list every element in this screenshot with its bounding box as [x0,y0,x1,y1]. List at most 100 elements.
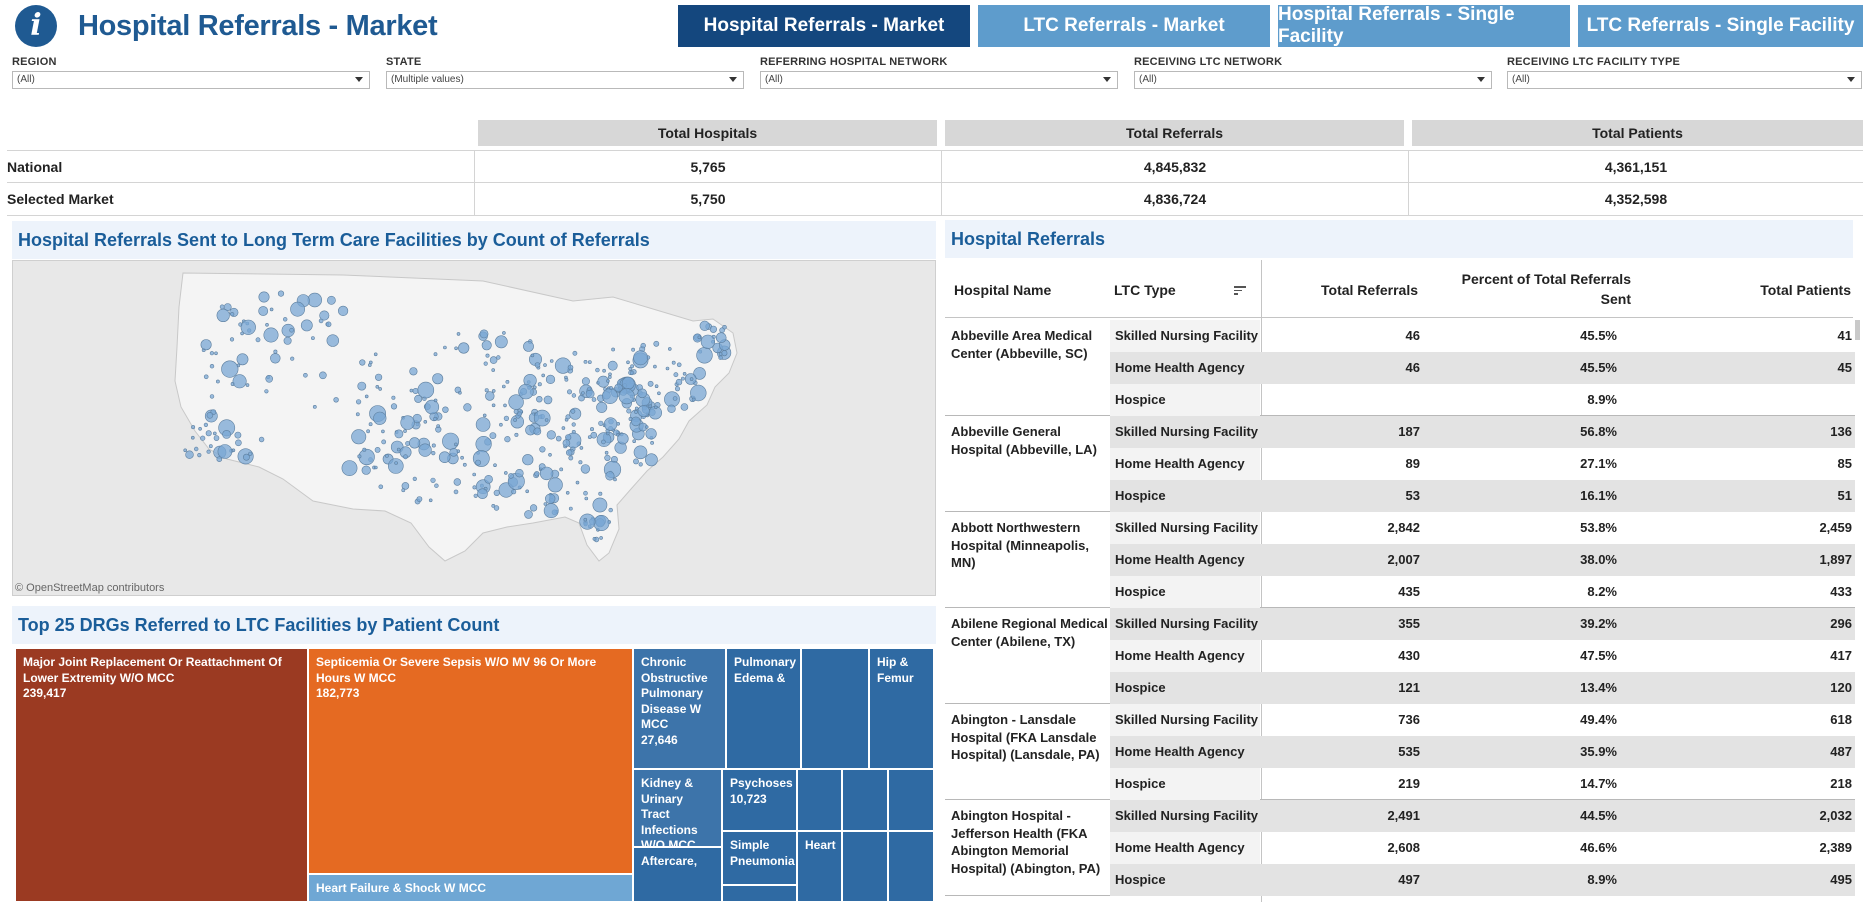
map-bubble [436,424,441,429]
map-bubble [536,396,543,403]
table-row[interactable]: Hospice 435 8.2% 433 [1110,576,1855,608]
treemap-cell-septicemia[interactable]: Septicemia Or Severe Sepsis W/O MV 96 Or… [308,648,633,874]
treemap-cell-simple-pneumonia[interactable]: Simple Pneumonia [722,831,797,885]
map-bubble [456,332,461,336]
table-row[interactable]: Home Health Agency 46 45.5% 45 [1110,352,1855,384]
tab-hospital-referrals-market[interactable]: Hospital Referrals - Market [678,5,970,47]
total-patients-cell: 2,459 [1819,520,1852,535]
ltc-cell-bg [1110,352,1260,384]
column-header-percent-referrals[interactable]: Percent of Total Referrals Sent [1461,271,1631,307]
map-bubble [585,389,595,399]
treemap-cell-psychoses[interactable]: Psychoses 10,723 [722,769,797,831]
map-bubble [508,473,514,479]
table-row[interactable]: Hospice 8.9% [1110,384,1855,416]
table-row[interactable]: Home Health Agency 89 27.1% 85 [1110,448,1855,480]
map-bubble [219,304,225,310]
treemap-cell-unlabeled[interactable] [801,648,869,769]
hospital-name[interactable]: Abbeville General Hospital (Abbeville, L… [951,424,1097,457]
hospital-name[interactable]: Abbott Northwestern Hospital (Minneapoli… [951,520,1089,571]
treemap-cell-small[interactable] [888,769,934,831]
map-bubble [310,336,315,341]
map-bubble [626,408,632,414]
treemap-cell-copd[interactable]: Chronic Obstructive Pulmonary Disease W … [633,648,726,769]
tab-ltc-referrals-single-facility[interactable]: LTC Referrals - Single Facility [1578,5,1863,47]
receiving-ltc-network-dropdown[interactable]: (All) [1134,71,1492,89]
treemap-cell-pulmonary-edema[interactable]: Pulmonary Edema & [726,648,801,769]
map-bubble [541,373,546,378]
column-header-hospital-name[interactable]: Hospital Name [954,282,1052,298]
map-bubble [565,491,570,495]
treemap-cell-heart-failure[interactable]: Heart Failure & Shock W MCC [308,874,633,902]
map-bubble [273,349,278,354]
map-bubble [681,376,685,381]
table-row[interactable]: Home Health Agency 2,608 46.6% 2,389 [1110,832,1855,864]
ltc-type-cell: Skilled Nursing Facility [1115,808,1259,823]
vertical-scrollbar[interactable] [1855,320,1860,340]
table-row[interactable]: Home Health Agency 430 47.5% 417 [1110,640,1855,672]
hospital-name[interactable]: Abbeville Area Medical Center (Abbeville… [951,328,1093,361]
map-bubble [491,403,496,408]
map-bubble [575,480,580,485]
treemap-cell-major-joint-replacement[interactable]: Major Joint Replacement Or Reattachment … [15,648,308,902]
ltc-type-cell: Skilled Nursing Facility [1115,328,1259,343]
map-bubble [632,439,637,443]
treemap-cell-aftercare[interactable]: Aftercare, [633,847,722,902]
treemap-cell-small[interactable] [888,831,934,902]
treemap-cell-small[interactable] [842,769,888,831]
treemap-cell-small[interactable] [797,769,842,831]
percent-referrals-cell: 8.9% [1587,392,1617,407]
map-bubble [534,362,541,368]
table-row[interactable]: Skilled Nursing Facility 2,842 53.8% 2,459 [1110,512,1855,544]
treemap-cell-small[interactable] [722,885,797,902]
referral-bubble-map[interactable]: © OpenStreetMap contributors [12,260,936,596]
table-row[interactable]: Home Health Agency 2,007 38.0% 1,897 [1110,544,1855,576]
table-row[interactable]: Hospice 53 16.1% 51 [1110,480,1855,512]
column-header-total-referrals[interactable]: Total Referrals [1321,282,1418,298]
map-bubble [362,447,367,452]
column-header-total-patients[interactable]: Total Patients [1760,282,1851,298]
treemap-cell-kidney-uti[interactable]: Kidney & Urinary Tract Infections W/O MC… [633,769,722,847]
tab-hospital-referrals-single-facility[interactable]: Hospital Referrals - Single Facility [1278,4,1570,47]
table-row[interactable]: Skilled Nursing Facility 46 45.5% 41 [1110,320,1855,352]
table-row[interactable]: Skilled Nursing Facility 2,491 44.5% 2,032 [1110,800,1855,832]
map-bubble [258,436,265,443]
table-row[interactable]: Skilled Nursing Facility 736 49.4% 618 [1110,704,1855,736]
table-row[interactable]: Home Health Agency 535 35.9% 487 [1110,736,1855,768]
table-row[interactable]: Hospice 219 14.7% 218 [1110,768,1855,800]
referring-hospital-network-dropdown[interactable]: (All) [760,71,1118,89]
map-bubble [682,372,687,376]
map-bubble [333,397,339,403]
hospital-name[interactable]: Abilene Regional Medical Center (Abilene… [951,616,1108,649]
receiving-ltc-facility-type-dropdown[interactable]: (All) [1507,71,1862,89]
hospital-name[interactable]: Abington Hospital - Jefferson Health (FK… [951,808,1101,876]
ltc-type-cell: Hospice [1115,680,1166,695]
sort-icon[interactable] [1234,286,1246,296]
table-row[interactable]: Hospice 121 13.4% 120 [1110,672,1855,704]
map-bubble [653,405,658,410]
dropdown-value: (All) [17,74,35,85]
treemap-cell-hip-femur[interactable]: Hip & Femur [869,648,934,769]
kpi-value: 4,836,724 [941,183,1408,215]
table-row[interactable]: Skilled Nursing Facility 187 56.8% 136 [1110,416,1855,448]
map-bubble [634,406,639,411]
dropdown-value: (Multiple values) [391,74,464,85]
region-dropdown[interactable]: (All) [12,71,370,89]
map-bubble [604,454,611,461]
treemap-cell-heart[interactable]: Heart [797,831,842,902]
total-patients-cell: 2,032 [1819,808,1852,823]
map-bubble [414,394,423,403]
treemap-cell-small[interactable] [842,831,888,902]
tab-ltc-referrals-market[interactable]: LTC Referrals - Market [978,5,1270,47]
map-bubble [325,321,332,328]
map-bubble [433,398,438,403]
hospital-name[interactable]: Abington - Lansdale Hospital (FKA Lansda… [951,712,1100,763]
state-dropdown[interactable]: (Multiple values) [386,71,744,89]
info-icon[interactable]: i [15,5,57,47]
column-header-ltc-type[interactable]: LTC Type [1114,282,1176,298]
table-row[interactable]: Hospice 497 8.9% 495 [1110,864,1855,896]
map-bubble [674,386,680,392]
map-bubble [203,374,209,380]
table-row[interactable]: Skilled Nursing Facility 355 39.2% 296 [1110,608,1855,640]
map-bubble [265,375,274,383]
map-bubble [504,436,511,443]
